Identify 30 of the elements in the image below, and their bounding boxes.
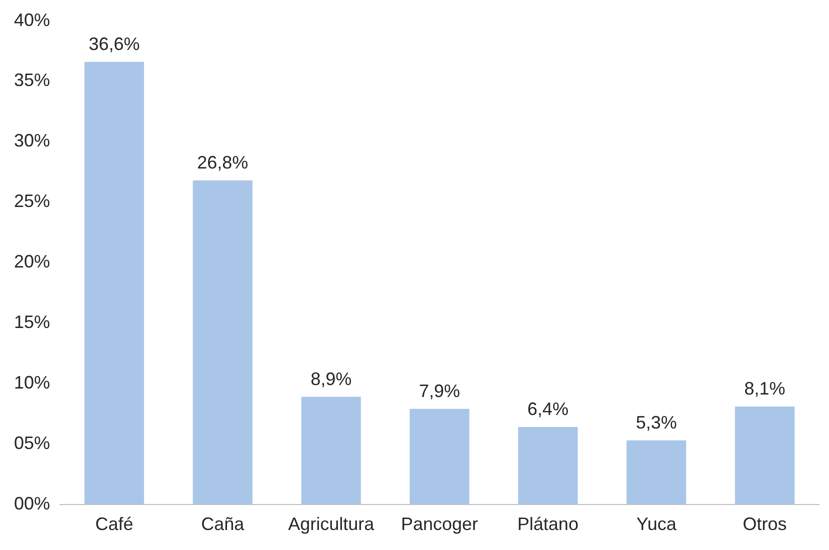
data-label: 36,6% — [88, 34, 140, 54]
y-tick-label: 20% — [14, 252, 50, 272]
data-label: 7,9% — [419, 380, 460, 401]
x-tick-label: Yuca — [636, 514, 678, 534]
x-tick-label: Pancoger — [400, 514, 478, 534]
y-tick-label: 05% — [14, 432, 50, 453]
bar — [301, 396, 361, 504]
bar — [734, 406, 795, 504]
y-tick-label: 40% — [14, 10, 50, 30]
bar — [518, 427, 578, 504]
data-label: 26,8% — [197, 152, 248, 172]
bar — [192, 180, 252, 504]
bar — [626, 440, 686, 504]
y-tick-label: 10% — [14, 372, 50, 392]
data-label: 8,1% — [744, 378, 786, 398]
x-tick-label: Caña — [201, 514, 246, 534]
data-label: 5,3% — [636, 412, 677, 432]
y-tick-label: 30% — [14, 130, 50, 151]
data-label: 8,9% — [310, 368, 352, 389]
data-label: 6,4% — [527, 398, 568, 419]
x-tick-label: Otros — [742, 514, 787, 534]
y-tick-label: 35% — [14, 70, 50, 90]
y-tick-label: 15% — [14, 312, 50, 332]
x-tick-label: Café — [95, 514, 134, 534]
x-tick-label: Agricultura — [288, 514, 376, 534]
bar — [410, 408, 470, 504]
bar — [84, 62, 144, 504]
y-tick-label: 00% — [14, 493, 50, 514]
x-tick-label: Plátano — [517, 514, 578, 534]
y-tick-label: 25% — [14, 191, 50, 212]
